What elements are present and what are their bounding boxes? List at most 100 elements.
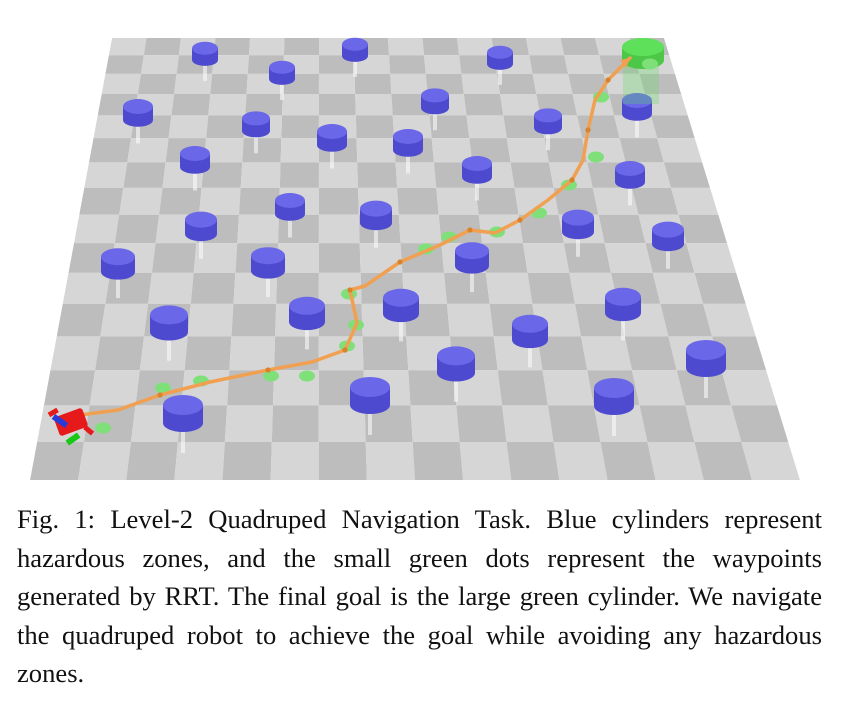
floor-tile (140, 55, 179, 74)
floor-tile (542, 370, 594, 406)
floor-tile (148, 272, 194, 304)
hazard-cylinder (652, 221, 684, 252)
floor-tile (391, 93, 430, 116)
hazard-cylinder (383, 288, 419, 323)
floor-tile (222, 442, 272, 480)
hazard-top (562, 209, 594, 226)
robot-leg (83, 425, 95, 436)
floor-tile (686, 243, 737, 273)
hazard-cylinder (605, 287, 641, 322)
hazard-cylinder (317, 124, 347, 152)
floor-tile (639, 405, 695, 443)
path-marker (347, 287, 353, 293)
goal-cylinder (622, 38, 664, 104)
floor-tile (276, 272, 319, 304)
floor-tile (506, 442, 560, 480)
floor-tile (506, 138, 549, 163)
hazard-stem (136, 124, 140, 144)
hazard-stem (203, 64, 207, 81)
robot-axis-green (65, 432, 81, 446)
hazard-cylinder (269, 60, 295, 85)
hazard-stem (475, 181, 479, 201)
floor-tile (127, 138, 169, 163)
hazard-bottom (163, 414, 203, 432)
hazard-bottom (562, 224, 594, 240)
path-marker (585, 127, 591, 133)
waypoint-dot (155, 382, 171, 394)
hazard-top (192, 41, 218, 55)
hazard-top (487, 45, 513, 59)
floor-tile (88, 138, 132, 163)
hazard-cylinder (289, 296, 325, 331)
floor-tile (79, 187, 124, 215)
floor-tile (663, 162, 711, 188)
hazard-stem (266, 275, 270, 298)
floor-tile (237, 214, 279, 244)
floor-tile (532, 73, 573, 94)
hazard-bottom (393, 143, 423, 157)
floor-tile (213, 38, 250, 56)
floor-tile (50, 336, 101, 371)
floor-tile (398, 214, 442, 244)
figure-caption: Fig. 1: Level-2 Quadruped Navigation Tas… (17, 500, 822, 693)
floor-tile (355, 115, 395, 139)
hazard-bottom (487, 58, 513, 70)
hazard-bottom (150, 323, 188, 341)
floor-tile (685, 405, 742, 443)
floor-tile (282, 93, 319, 116)
hazard-cylinder (393, 129, 423, 157)
floor-tile (248, 38, 285, 56)
floor-tile (593, 405, 648, 443)
hazard-bottom (251, 263, 285, 279)
floor-tile (553, 187, 599, 215)
hazard-top (342, 37, 368, 51)
floor-tile (280, 138, 319, 163)
floor-tile (631, 370, 686, 406)
hazard-cylinder (180, 146, 210, 174)
hazard-cylinder (437, 346, 475, 382)
path-marker (569, 177, 575, 183)
floor-tile (475, 187, 519, 215)
floor-tile (459, 442, 512, 480)
hazard-top (622, 93, 652, 108)
waypoint-dot (299, 370, 315, 382)
hazard-bottom (383, 305, 419, 323)
hazard-cylinder (686, 340, 726, 377)
floor-tile (461, 73, 501, 94)
floor-tile (457, 38, 495, 56)
hazard-stem (612, 410, 616, 436)
hazard-cylinder (462, 156, 492, 184)
floor-tile (208, 93, 247, 116)
floor-tile (547, 405, 601, 443)
floor-tile (277, 243, 319, 273)
floor-tile (650, 115, 695, 139)
floor-tile (101, 73, 141, 94)
floor-tile (694, 442, 752, 480)
waypoint-dot (95, 422, 111, 434)
floor-tile (431, 138, 473, 163)
hazard-top (383, 288, 419, 307)
hazard-bottom (686, 359, 726, 377)
floor-tile (356, 138, 396, 163)
robot-path (77, 56, 632, 418)
floor-tile (604, 243, 653, 273)
floor-tile (30, 442, 85, 480)
floor-tile (721, 370, 778, 406)
caption-text: Level-2 Quadruped Navigation Task. Blue … (17, 504, 822, 688)
floor-tile (694, 272, 746, 304)
floor-tile (548, 162, 593, 188)
floor-tile (731, 405, 789, 443)
floor-tile (187, 303, 234, 337)
floor-tile (318, 243, 361, 273)
path-marker (397, 259, 403, 265)
hazard-stem (433, 112, 437, 131)
hazard-bottom (437, 364, 475, 382)
hazard-top (615, 161, 645, 176)
path-marker (517, 217, 523, 223)
hazard-top (652, 221, 684, 238)
hazard-bottom (242, 124, 270, 138)
robot-axis-blue (51, 413, 69, 429)
hazard-top (185, 211, 217, 228)
floor-tile (502, 405, 554, 443)
floor-tile (429, 115, 470, 139)
